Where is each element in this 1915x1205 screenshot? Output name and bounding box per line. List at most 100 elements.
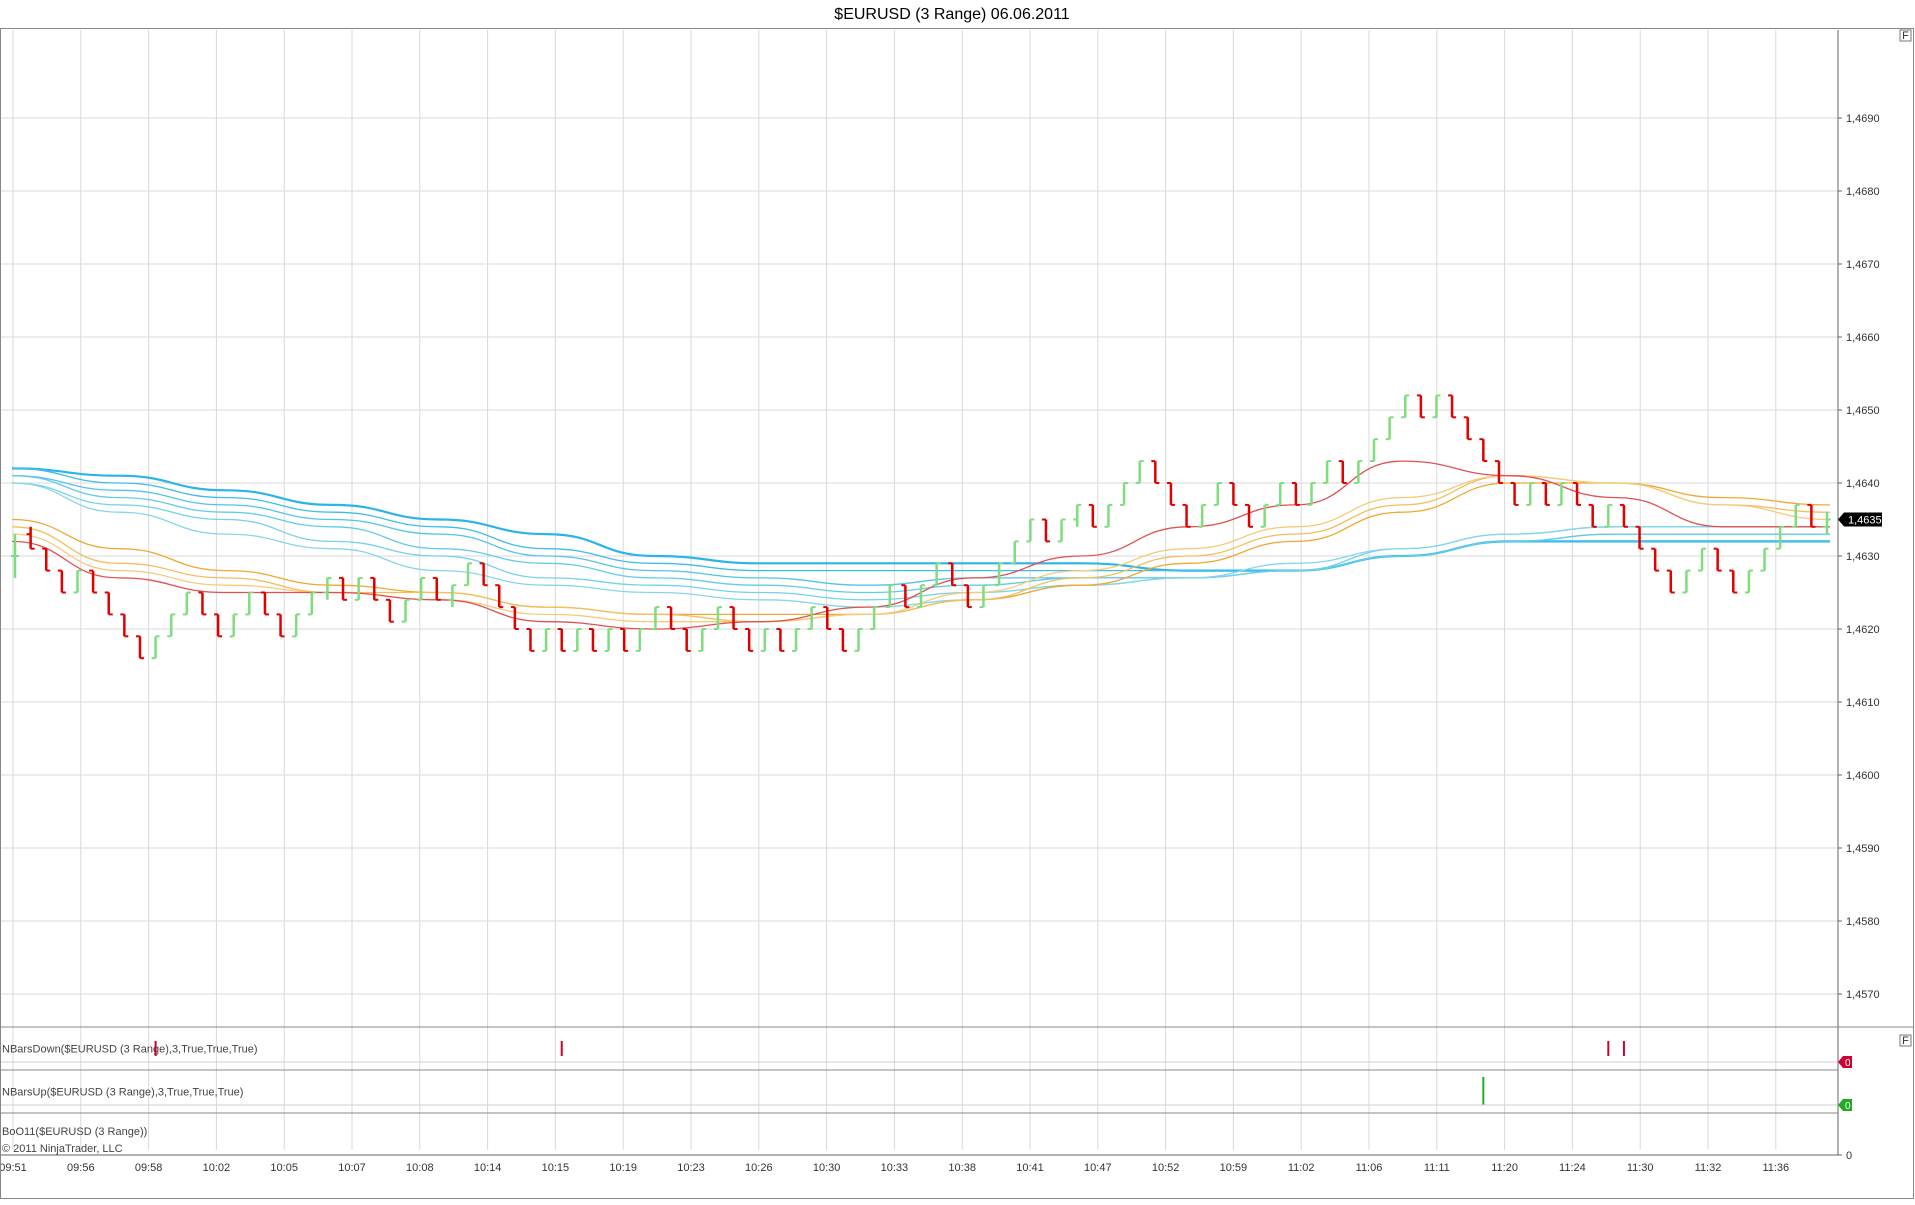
down-bar xyxy=(1041,518,1050,543)
x-tick-label: 10:30 xyxy=(813,1162,841,1174)
up-bar xyxy=(1260,503,1269,528)
grid xyxy=(1,30,1838,1150)
indicator-label: NBarsUp($EURUSD (3 Range),3,True,True,Tr… xyxy=(2,1087,243,1099)
up-bar xyxy=(1760,547,1769,572)
up-bar xyxy=(354,576,363,601)
y-tick-label: 1,4640 xyxy=(1846,478,1880,490)
up-bar xyxy=(167,613,176,638)
down-bar xyxy=(1619,503,1628,528)
down-bar xyxy=(667,606,676,630)
down-bar xyxy=(1463,416,1472,441)
down-bar xyxy=(1541,482,1550,506)
down-bar xyxy=(1088,503,1097,528)
up-bar xyxy=(917,584,925,609)
up-bar xyxy=(323,576,332,600)
up-bar xyxy=(792,628,801,652)
up-bar xyxy=(760,628,769,652)
up-bar xyxy=(401,598,410,623)
down-bar xyxy=(1151,460,1160,484)
y-tick-label: 1,4630 xyxy=(1846,551,1880,563)
down-bar xyxy=(276,613,285,638)
up-bar xyxy=(542,628,551,652)
down-bar xyxy=(526,628,535,652)
down-bar xyxy=(776,628,785,652)
up-bar xyxy=(1385,416,1394,441)
last-price-label: 1,4635 xyxy=(1848,515,1882,527)
down-bar xyxy=(135,635,144,660)
copyright-notice: © 2011 NinjaTrader, LLC xyxy=(2,1143,123,1155)
up-bar xyxy=(713,606,722,630)
down-bar xyxy=(557,628,566,652)
up-bar xyxy=(1120,482,1129,506)
down-bar xyxy=(1479,438,1488,463)
up-bar xyxy=(1213,482,1222,506)
down-bar xyxy=(432,576,441,601)
down-bar xyxy=(104,591,113,616)
up-bar xyxy=(1104,503,1113,528)
up-bar xyxy=(1432,394,1441,419)
down-bar xyxy=(682,628,691,652)
up-bar xyxy=(1698,547,1707,572)
price-bars xyxy=(11,394,1831,660)
y-tick-label: 1,4660 xyxy=(1846,332,1880,344)
down-bar xyxy=(510,606,519,630)
x-tick-label: 10:52 xyxy=(1152,1162,1180,1174)
x-tick-label: 10:33 xyxy=(881,1162,909,1174)
up-bar xyxy=(1073,503,1082,527)
time-axis[interactable]: 09:51 09:56 09:58 10:02 10:05 10:07 10:08 10:14… xyxy=(0,1154,1838,1174)
up-bar xyxy=(1776,525,1785,550)
down-bar xyxy=(339,576,348,601)
x-tick-label: 10:14 xyxy=(474,1162,502,1174)
up-bar xyxy=(932,562,941,587)
down-bar xyxy=(1807,503,1816,528)
down-bar xyxy=(1510,482,1519,506)
down-bar xyxy=(1494,460,1503,484)
down-bar xyxy=(1291,482,1300,506)
up-bar xyxy=(698,628,707,652)
down-bar xyxy=(1448,394,1457,419)
y-tick-label: 1,4610 xyxy=(1846,697,1880,709)
y-tick-label: 1,4590 xyxy=(1846,843,1880,855)
down-bar xyxy=(901,584,910,609)
up-bar xyxy=(1604,503,1613,528)
x-tick-label: 11:30 xyxy=(1627,1162,1654,1174)
down-bar xyxy=(260,591,269,616)
last-price-marker: 1,4635 xyxy=(1838,512,1882,527)
down-bar xyxy=(838,628,847,652)
x-tick-label: 10:05 xyxy=(270,1162,298,1174)
down-bar xyxy=(729,606,738,630)
x-tick-label: 10:47 xyxy=(1084,1162,1112,1174)
price-panel-format-label: F xyxy=(1902,30,1909,42)
x-tick-label: 10:08 xyxy=(406,1162,434,1174)
indicator-value-marker: 0 xyxy=(1838,1099,1852,1112)
up-bar xyxy=(1198,503,1207,528)
x-tick-label: 11:36 xyxy=(1762,1162,1789,1174)
indicator-panel-format-button[interactable]: F xyxy=(1899,1034,1912,1047)
price-panel-format-button[interactable]: F xyxy=(1899,29,1912,42)
up-bar xyxy=(1557,482,1566,506)
down-bar xyxy=(1729,569,1738,594)
indicator-panels: NBarsDown($EURUSD (3 Range),3,True,True,… xyxy=(0,1026,1914,1162)
x-tick-label: 10:41 xyxy=(1016,1162,1044,1174)
down-bar xyxy=(495,584,504,609)
down-bar xyxy=(479,562,488,587)
x-tick-label: 10:26 xyxy=(745,1162,773,1174)
x-tick-label: 10:15 xyxy=(542,1162,570,1174)
up-bar xyxy=(635,628,644,652)
x-tick-label: 10:38 xyxy=(948,1162,976,1174)
y-tick-label: 1,4580 xyxy=(1846,916,1880,928)
up-bar xyxy=(151,635,160,660)
y-tick-label: 1,4570 xyxy=(1846,989,1880,1001)
x-tick-label: 10:02 xyxy=(203,1162,231,1174)
down-bar xyxy=(1713,547,1722,572)
up-bar xyxy=(885,584,894,609)
x-tick-label: 10:07 xyxy=(338,1162,366,1174)
up-bar xyxy=(1823,512,1831,535)
price-axis[interactable]: 1,4690 1,4680 1,4670 1,4660 1,4650 1,4640 1,46… xyxy=(1837,30,1882,1155)
down-bar xyxy=(620,628,629,652)
up-bar xyxy=(854,628,863,652)
up-bar xyxy=(73,569,82,594)
down-bar xyxy=(1651,547,1660,572)
ma-line xyxy=(11,482,1830,608)
